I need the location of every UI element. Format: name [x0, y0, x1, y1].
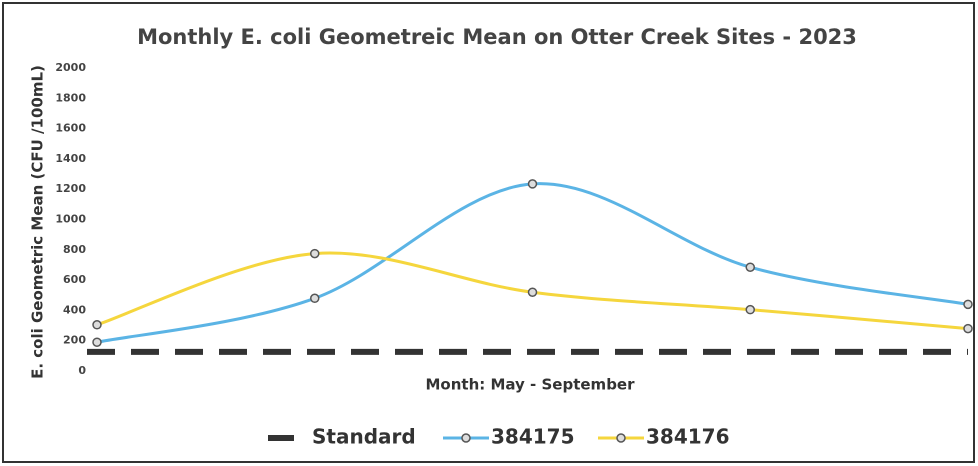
- legend-label: 384175: [491, 425, 575, 449]
- y-tick-label: 800: [63, 243, 86, 256]
- y-tick-label: 1800: [55, 91, 86, 104]
- x-axis-label: Month: May - September: [425, 376, 635, 394]
- y-tick-label: 1600: [55, 122, 86, 135]
- point: [310, 293, 320, 304]
- legend-label: Standard: [312, 425, 416, 449]
- y-tick-label: 600: [63, 273, 86, 286]
- point: [527, 179, 538, 189]
- y-tick-label: 200: [63, 334, 86, 347]
- legend-marker: [616, 433, 626, 443]
- point: [745, 304, 755, 315]
- y-tick-label: 1200: [55, 182, 86, 195]
- point: [310, 248, 320, 259]
- legend-label: 384176: [646, 425, 730, 449]
- point: [92, 337, 102, 347]
- y-tick-label: 400: [63, 303, 86, 316]
- y-tick-label: 1400: [55, 152, 86, 165]
- legend-marker: [461, 433, 471, 443]
- chart-title: Monthly E. coli Geometreic Mean on Otter…: [137, 25, 857, 49]
- y-tick-label: 0: [78, 364, 86, 377]
- y-axis-label: E. coli Geometric Mean (CFU /100mL): [29, 65, 47, 379]
- y-tick-label: 1000: [55, 213, 86, 226]
- y-tick-label: 2000: [55, 61, 86, 74]
- point: [92, 320, 102, 330]
- point: [527, 287, 538, 297]
- point: [963, 323, 973, 334]
- point: [963, 299, 973, 310]
- point: [745, 262, 755, 272]
